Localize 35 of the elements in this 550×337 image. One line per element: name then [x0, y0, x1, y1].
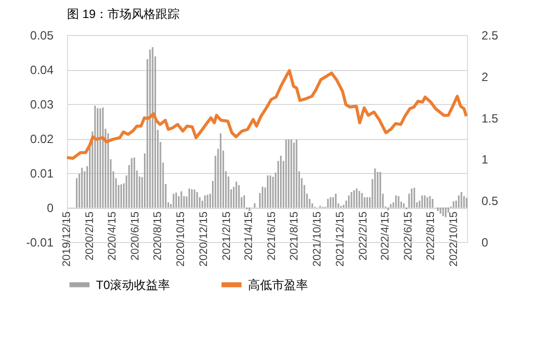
legend-label: T0滚动收益率 — [96, 278, 170, 292]
y2-tick-label: 0.5 — [482, 194, 499, 208]
y-tick-label: -0.01 — [26, 236, 54, 250]
y2-tick-label: 0 — [482, 236, 488, 250]
x-tick-label: 2020/4/15 — [106, 212, 119, 260]
x-tick-label: 2022/10/15 — [448, 212, 460, 267]
y-tick-label: 0.05 — [30, 28, 54, 42]
x-tick-label: 2021/6/15 — [266, 212, 278, 260]
x-tick-label: 2020/12/15 — [198, 212, 210, 267]
x-tick-label: 2020/10/15 — [175, 212, 188, 267]
x-tick-label: 2021/10/15 — [311, 212, 324, 267]
x-tick-label: 2019/12/15 — [61, 212, 73, 267]
y2-tick-label: 1.5 — [482, 111, 499, 126]
x-tick-label: 2021/4/15 — [243, 212, 256, 260]
y-tick-label: 0.01 — [30, 166, 54, 180]
y-tick-label: 0.02 — [30, 132, 54, 146]
y-tick-label: 0.04 — [30, 63, 54, 77]
y-tick-label: 0 — [46, 201, 54, 215]
x-tick-label: 2021/2/15 — [221, 212, 233, 260]
x-tick-label: 2020/8/15 — [152, 212, 164, 260]
y2-tick-label: 2.5 — [482, 28, 499, 42]
x-tick-label: 2022/4/15 — [380, 212, 392, 260]
x-tick-label: 2020/6/15 — [129, 212, 142, 260]
y2-tick-label: 1 — [482, 152, 488, 167]
x-tick-label: 2022/8/15 — [425, 212, 438, 260]
legend-label: 高低市盈率 — [248, 278, 308, 292]
x-tick-label: 2022/2/15 — [357, 212, 370, 260]
x-tick-label: 2021/8/15 — [288, 212, 301, 260]
line-series — [66, 69, 468, 160]
x-tick-label: 2020/2/15 — [84, 212, 96, 260]
x-tick-label: 2021/12/15 — [334, 212, 346, 267]
y2-tick-label: 2 — [482, 70, 488, 84]
y-tick-label: 0.03 — [30, 98, 54, 112]
chart-title: 图 19：市场风格跟踪 — [67, 7, 180, 21]
x-tick-label: 2022/6/15 — [402, 212, 414, 260]
